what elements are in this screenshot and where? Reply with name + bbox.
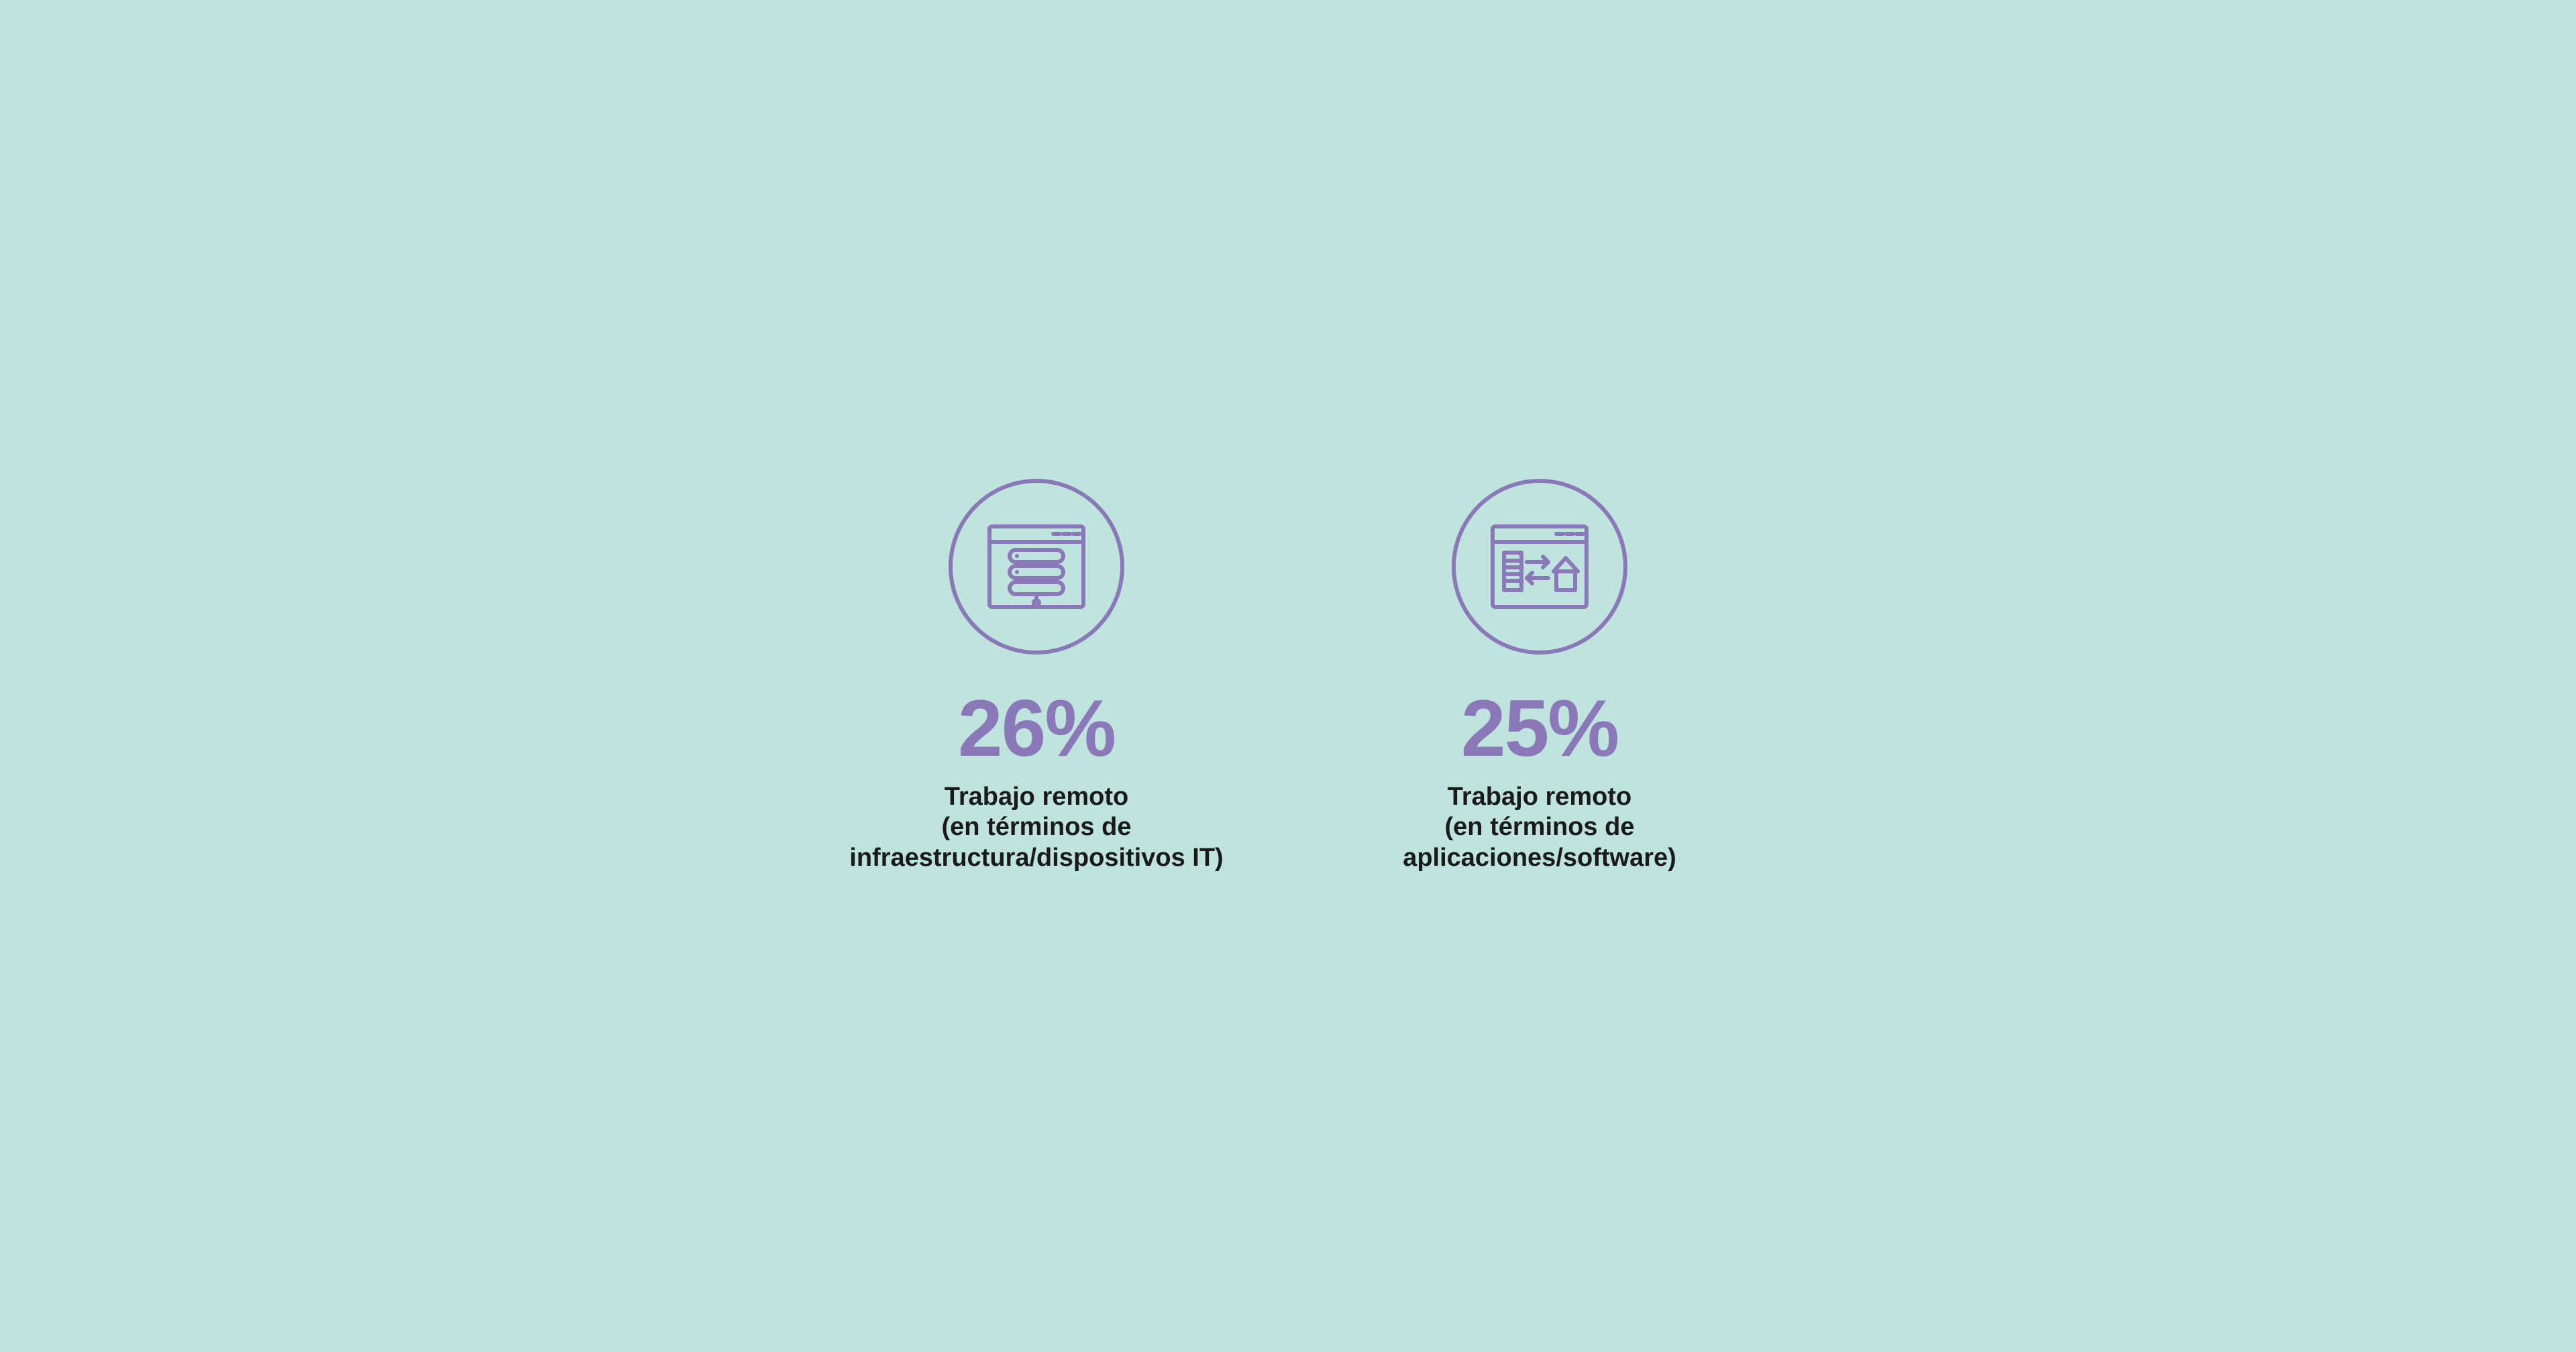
icon-circle: [949, 479, 1124, 655]
icon-circle: [1452, 479, 1627, 655]
infographic: 26% Trabajo remoto (en términos de infra…: [785, 452, 1791, 901]
stat-percent: 25%: [1461, 688, 1618, 769]
stat-percent: 26%: [958, 688, 1115, 769]
server-window-icon: [986, 523, 1087, 610]
stat-label: Trabajo remoto (en términos de aplicacio…: [1403, 782, 1676, 874]
building-home-swap-icon: [1489, 523, 1590, 610]
stat-card-software: 25% Trabajo remoto (en términos de aplic…: [1301, 479, 1778, 874]
stat-card-infrastructure: 26% Trabajo remoto (en términos de infra…: [798, 479, 1275, 874]
stat-label: Trabajo remoto (en términos de infraestr…: [849, 782, 1223, 874]
